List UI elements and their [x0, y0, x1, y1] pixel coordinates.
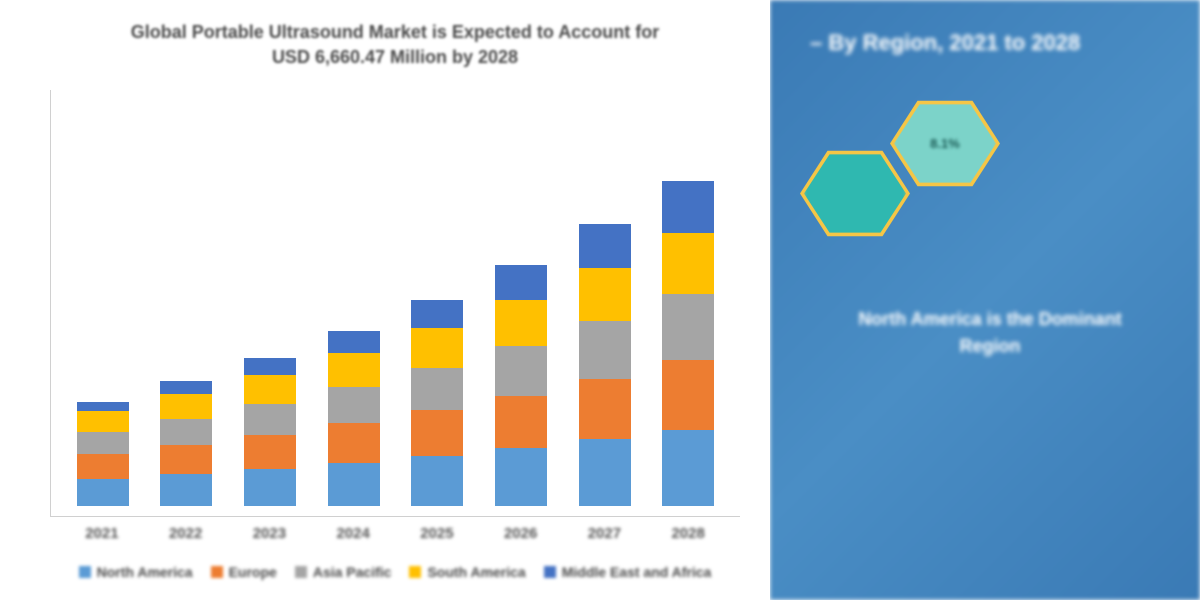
- bar-segment: [328, 423, 380, 463]
- bar-segment: [244, 404, 296, 435]
- x-tick-label: 2027: [574, 525, 634, 542]
- bar-segment: [160, 419, 212, 445]
- legend-label: Asia Pacific: [313, 564, 392, 580]
- legend-item: Middle East and Africa: [544, 564, 712, 580]
- legend-item: Europe: [211, 564, 277, 580]
- bar-segment: [411, 410, 463, 456]
- legend-swatch: [295, 566, 307, 578]
- x-axis-labels: 2021 2022 2023 2024 2025 2026 2027 2028: [50, 517, 740, 542]
- hex-inner: [804, 150, 906, 237]
- bar-group: [73, 402, 133, 506]
- bar-stack: [328, 331, 380, 506]
- bar-stack: [77, 402, 129, 506]
- x-tick-label: 2022: [156, 525, 216, 542]
- legend: North America Europe Asia Pacific South Ame…: [50, 564, 740, 580]
- bar-stack: [579, 224, 631, 506]
- bar-segment: [662, 430, 714, 506]
- x-tick-label: 2024: [323, 525, 383, 542]
- bar-segment: [495, 265, 547, 300]
- bar-segment: [579, 379, 631, 440]
- hex-inner: 8.1%: [894, 100, 996, 187]
- legend-label: South America: [427, 564, 525, 580]
- chart-panel: Global Portable Ultrasound Market is Exp…: [0, 0, 770, 600]
- bar-segment: [160, 394, 212, 419]
- bar-group: [156, 381, 216, 506]
- x-tick-label: 2026: [491, 525, 551, 542]
- legend-swatch: [211, 566, 223, 578]
- bar-segment: [244, 358, 296, 375]
- legend-swatch: [544, 566, 556, 578]
- bar-segment: [579, 321, 631, 378]
- bar-stack: [495, 265, 547, 506]
- side-panel-content: – By Region, 2021 to 2028 8.1% North Ame…: [770, 0, 1200, 600]
- bar-segment: [244, 375, 296, 404]
- hex-icon: 8.1%: [890, 96, 1000, 191]
- bar-segment: [160, 445, 212, 474]
- bar-segment: [495, 396, 547, 449]
- x-tick-label: 2023: [239, 525, 299, 542]
- legend-swatch: [79, 566, 91, 578]
- bar-segment: [328, 387, 380, 423]
- side-panel: – By Region, 2021 to 2028 8.1% North Ame…: [770, 0, 1200, 600]
- x-tick-label: 2028: [658, 525, 718, 542]
- chart-title-line1: Global Portable Ultrasound Market is Exp…: [131, 22, 659, 42]
- bar-stack: [244, 358, 296, 506]
- bar-group: [658, 181, 718, 506]
- legend-swatch: [409, 566, 421, 578]
- bar-segment: [160, 381, 212, 393]
- bar-segment: [160, 474, 212, 506]
- callout-line1: North America is the Dominant: [858, 309, 1121, 329]
- legend-label: Middle East and Africa: [562, 564, 712, 580]
- bar-segment: [662, 294, 714, 360]
- bar-stack: [662, 181, 714, 506]
- bar-group: [491, 265, 551, 506]
- legend-item: North America: [79, 564, 193, 580]
- hex-icon: [800, 146, 910, 241]
- bar-group: [575, 224, 635, 506]
- bar-group: [240, 358, 300, 506]
- bar-segment: [495, 448, 547, 506]
- x-tick-label: 2025: [407, 525, 467, 542]
- plot-area: [50, 90, 740, 517]
- chart-title: Global Portable Ultrasound Market is Exp…: [50, 20, 740, 70]
- bar-segment: [77, 432, 129, 454]
- bar-segment: [411, 456, 463, 506]
- bar-segment: [77, 402, 129, 411]
- bar-stack: [160, 381, 212, 506]
- bar-segment: [328, 331, 380, 353]
- side-heading: – By Region, 2021 to 2028: [810, 30, 1170, 56]
- hex-group: 8.1%: [800, 86, 1170, 266]
- legend-item: South America: [409, 564, 525, 580]
- bar-segment: [77, 479, 129, 506]
- bar-segment: [662, 233, 714, 294]
- bar-segment: [244, 469, 296, 506]
- bar-segment: [328, 353, 380, 387]
- bar-segment: [579, 268, 631, 322]
- callout-text: North America is the Dominant Region: [810, 306, 1170, 360]
- bar-segment: [328, 463, 380, 506]
- chart-title-line2: USD 6,660.47 Million by 2028: [272, 47, 518, 67]
- bar-stack: [411, 300, 463, 506]
- bar-group: [324, 331, 384, 506]
- legend-item: Asia Pacific: [295, 564, 392, 580]
- bar-segment: [662, 181, 714, 234]
- bar-segment: [77, 411, 129, 432]
- bar-segment: [579, 439, 631, 506]
- bar-segment: [244, 435, 296, 469]
- bar-segment: [77, 454, 129, 479]
- legend-label: Europe: [229, 564, 277, 580]
- bar-segment: [411, 328, 463, 368]
- bar-segment: [579, 224, 631, 268]
- bar-group: [407, 300, 467, 506]
- bar-segment: [495, 346, 547, 395]
- bar-segment: [495, 300, 547, 346]
- x-tick-label: 2021: [72, 525, 132, 542]
- bar-segment: [411, 300, 463, 328]
- bar-segment: [411, 368, 463, 411]
- legend-label: North America: [97, 564, 193, 580]
- bar-segment: [662, 360, 714, 430]
- callout-line2: Region: [960, 336, 1021, 356]
